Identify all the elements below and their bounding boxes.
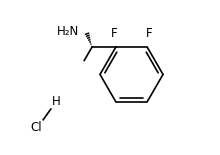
Text: H: H — [52, 95, 61, 108]
Text: Cl: Cl — [30, 121, 42, 134]
Text: H₂N: H₂N — [57, 25, 79, 38]
Text: F: F — [146, 27, 153, 40]
Text: F: F — [111, 27, 117, 40]
